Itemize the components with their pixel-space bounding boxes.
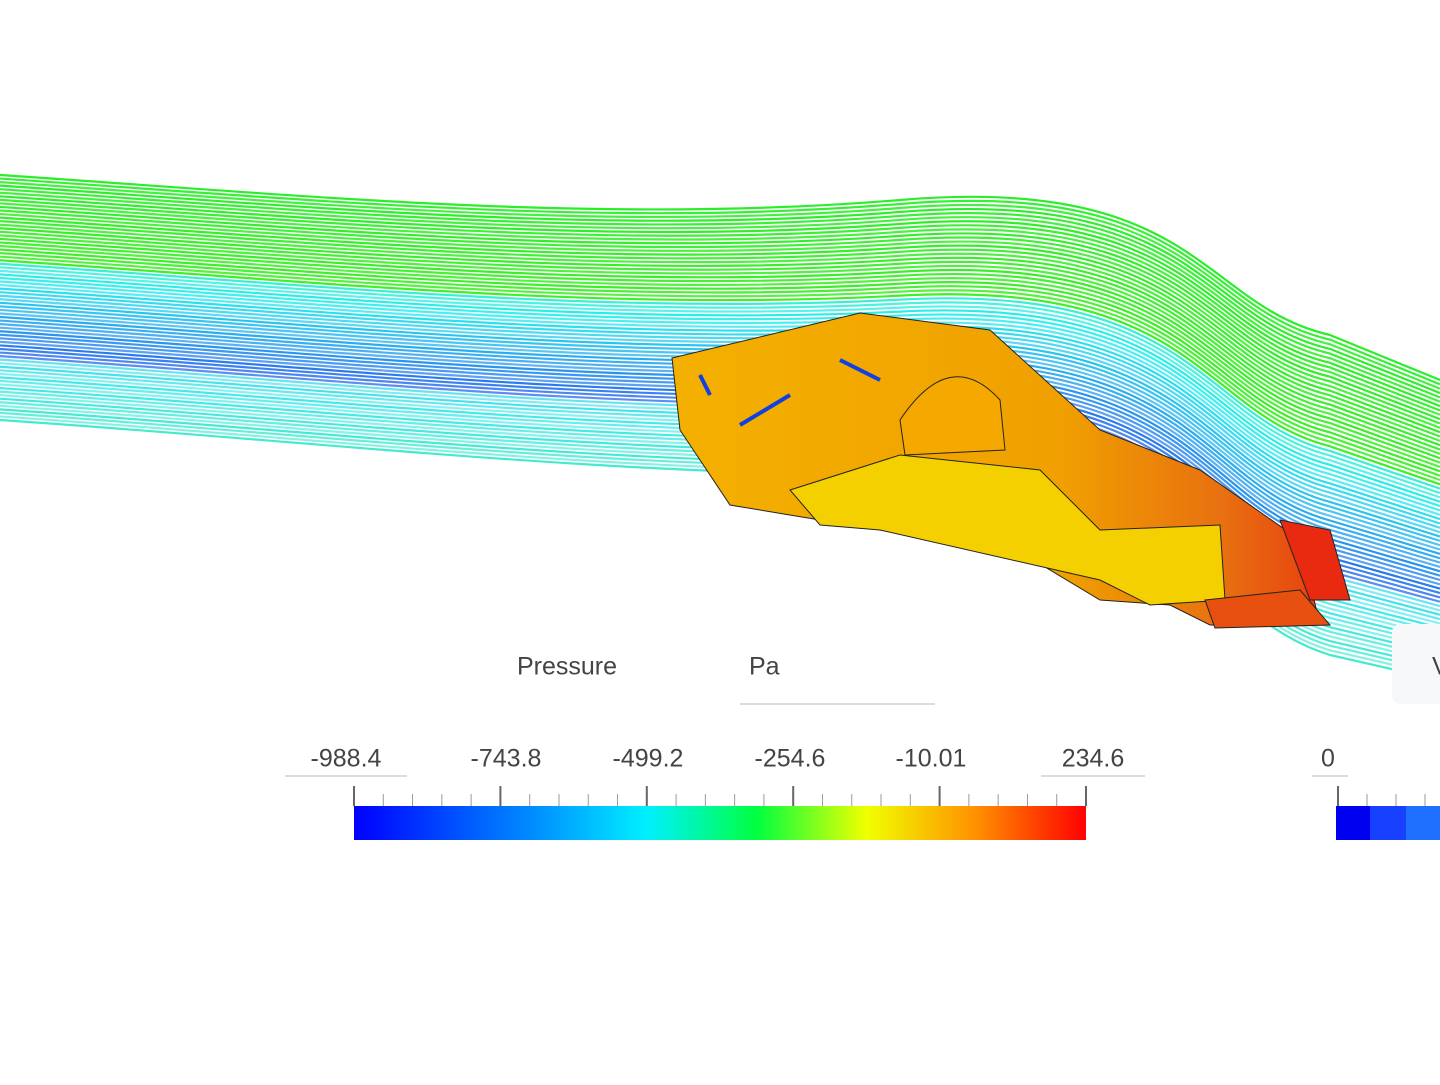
streamline — [0, 244, 1440, 468]
streamline — [0, 262, 1440, 490]
streamline — [0, 248, 1440, 473]
color-bar-ticks: -988.4 -743.8 -499.2 -254.6 -10.01 234.6 — [311, 745, 1125, 806]
tick-label: -988.4 — [311, 745, 382, 773]
tick-label: -254.6 — [755, 745, 826, 773]
tick-label: 0 — [1321, 745, 1335, 773]
streamline — [0, 255, 1440, 482]
tick-label: -743.8 — [471, 745, 542, 773]
streamline — [0, 181, 1440, 390]
panel — [1392, 624, 1440, 704]
tick-label: -10.01 — [896, 745, 967, 773]
streamline — [0, 220, 1440, 438]
streamline — [0, 241, 1440, 464]
streamline — [0, 191, 1440, 403]
color-bar — [1370, 806, 1406, 840]
streamline — [0, 216, 1440, 434]
streamline — [0, 252, 1440, 477]
streamline — [0, 273, 1440, 503]
streamline — [0, 202, 1440, 416]
streamline — [0, 234, 1440, 455]
streamline — [0, 188, 1440, 399]
streamline — [0, 209, 1440, 425]
streamline — [0, 212, 1440, 429]
legend-title: Pressure — [517, 653, 617, 681]
tick-label: -499.2 — [613, 745, 684, 773]
streamline — [0, 184, 1440, 395]
color-bar — [354, 806, 1086, 840]
streamline — [0, 230, 1440, 451]
streamlines — [0, 173, 1440, 682]
streamline — [0, 198, 1440, 412]
streamline — [0, 173, 1440, 382]
streamline — [0, 237, 1440, 460]
streamline — [0, 195, 1440, 408]
legend-unit: Pa — [749, 653, 780, 681]
streamline — [0, 259, 1440, 486]
streamline — [0, 266, 1440, 495]
tick-label: 234.6 — [1062, 745, 1125, 773]
legend-title: V — [1432, 653, 1440, 681]
color-bar — [1336, 806, 1370, 840]
streamline — [0, 223, 1440, 442]
streamline — [0, 177, 1440, 386]
streamline — [0, 205, 1440, 421]
car-body — [671, 312, 1351, 629]
streamline — [0, 269, 1440, 499]
color-bar — [1406, 806, 1440, 840]
streamline — [0, 227, 1440, 447]
